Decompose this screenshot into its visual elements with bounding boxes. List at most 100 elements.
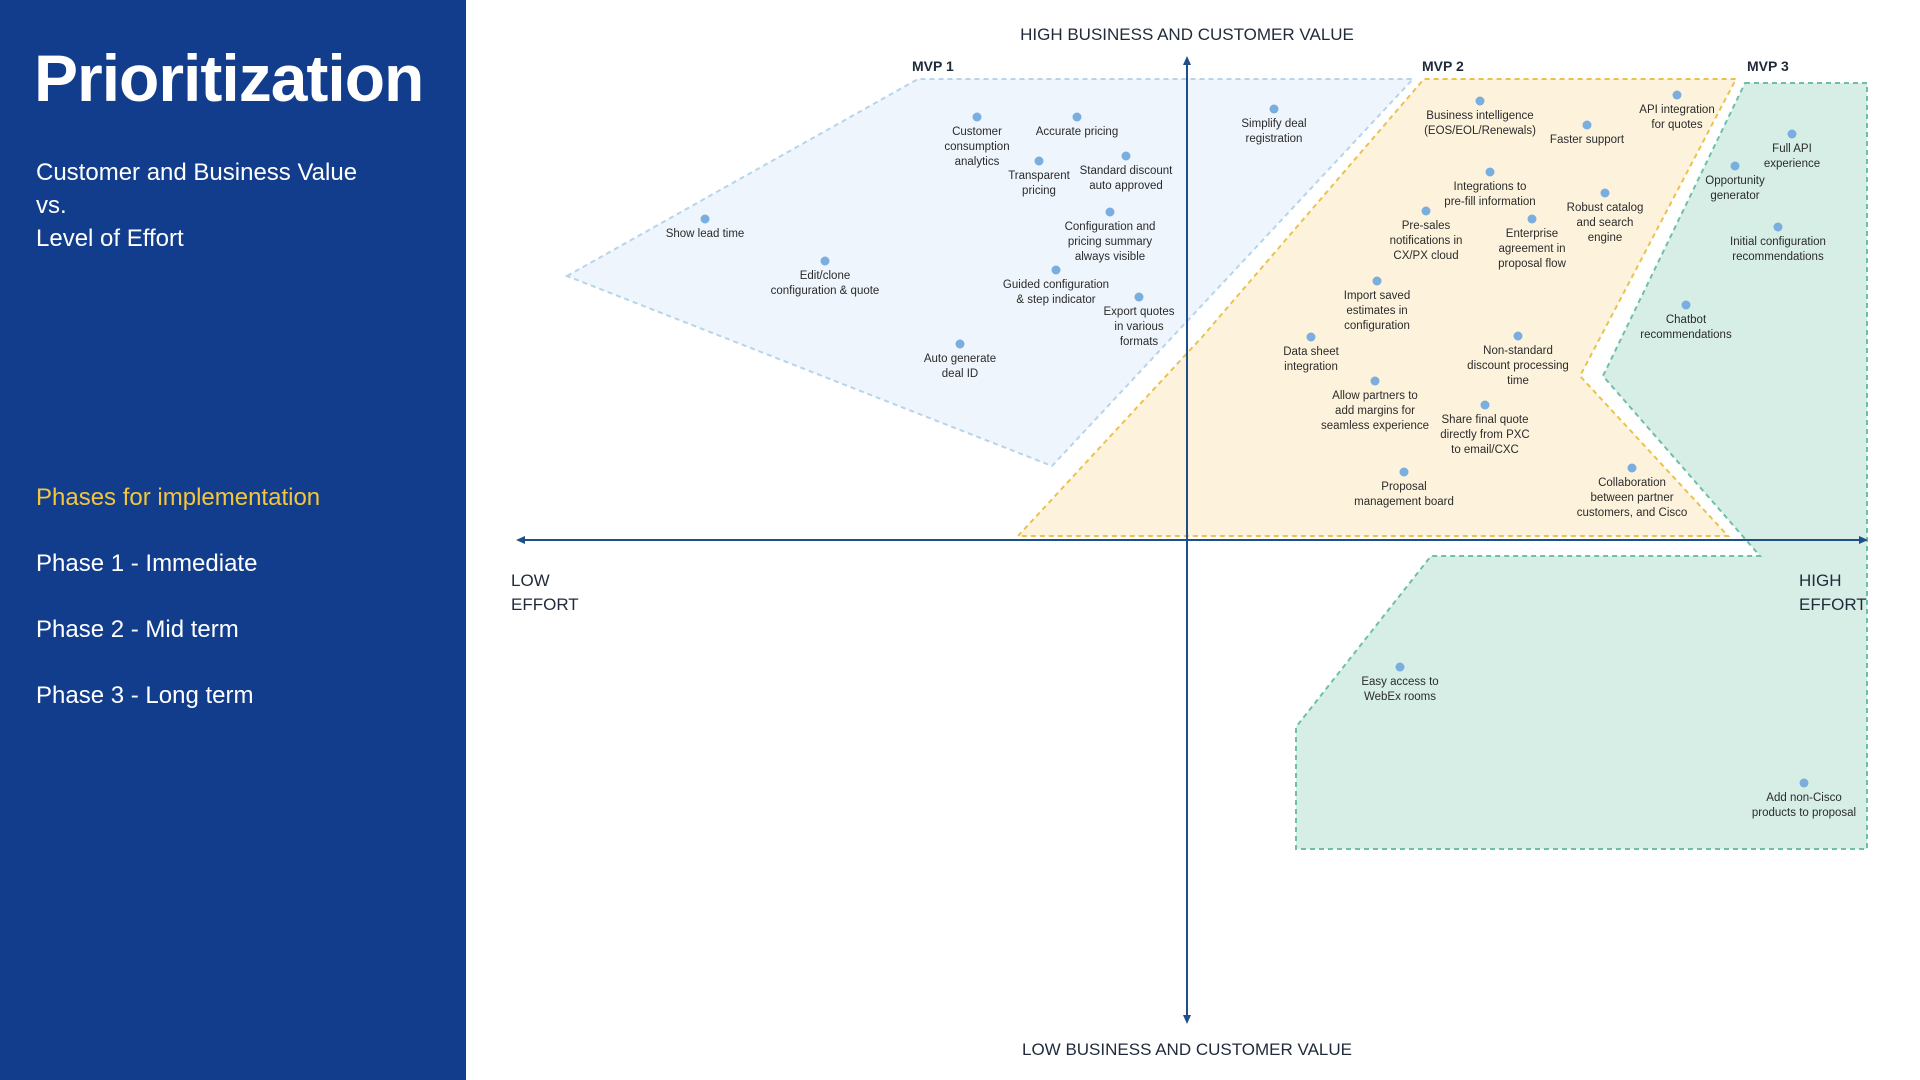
phases-heading: Phases for implementation <box>36 484 321 511</box>
feature-item: Guided configuration & step indicator <box>1003 265 1109 306</box>
feature-label: Pre-sales <box>1402 220 1451 232</box>
feature-label: seamless experience <box>1321 420 1429 432</box>
feature-item: Opportunity generator <box>1705 161 1765 202</box>
feature-dot <box>1672 90 1682 100</box>
feature-label: (EOS/EOL/Renewals) <box>1424 125 1536 137</box>
feature-dot <box>820 256 830 266</box>
feature-dot <box>1787 129 1797 139</box>
feature-dot <box>1134 292 1144 302</box>
feature-label: Allow partners to <box>1332 390 1418 402</box>
phase-3-label: Phase 3 - Long term <box>36 682 254 709</box>
feature-item: Show lead time <box>666 214 745 240</box>
feature-dot <box>1627 463 1637 473</box>
feature-label: WebEx rooms <box>1364 691 1436 703</box>
feature-dot <box>1269 104 1279 114</box>
feature-label: always visible <box>1075 251 1145 263</box>
feature-item: Integrations to pre-fill information <box>1444 167 1536 208</box>
axis-label-low-effort: EFFORT <box>511 595 579 614</box>
mvp-labels: MVP 1 MVP 2 MVP 3 <box>912 58 1789 74</box>
feature-label: for quotes <box>1651 119 1702 131</box>
feature-label: management board <box>1354 496 1454 508</box>
feature-item: API integration for quotes <box>1639 90 1715 131</box>
feature-label: Guided configuration <box>1003 279 1109 291</box>
mvp1-region <box>564 78 1416 468</box>
feature-label: Auto generate <box>924 353 996 365</box>
feature-label: Import saved <box>1344 290 1410 302</box>
feature-label: Export quotes <box>1104 306 1175 318</box>
phase-1-label: Phase 1 - Immediate <box>36 550 258 577</box>
feature-label: consumption <box>944 141 1009 153</box>
feature-item: Chatbot recommendations <box>1640 300 1732 341</box>
feature-dot <box>1527 214 1537 224</box>
feature-label: notifications in <box>1390 235 1463 247</box>
axis-label-low-effort: LOW <box>511 571 550 590</box>
feature-label: Proposal <box>1381 481 1426 493</box>
feature-item: Transparent pricing <box>1008 156 1071 197</box>
feature-label: Show lead time <box>666 228 745 240</box>
feature-item: Pre-sales notifications in CX/PX cloud <box>1390 206 1463 262</box>
subtitle-line: Level of Effort <box>36 225 184 252</box>
feature-dot <box>1421 206 1431 216</box>
mvp2-region <box>1015 78 1738 537</box>
feature-label: Business intelligence <box>1426 110 1533 122</box>
feature-label: proposal flow <box>1498 258 1566 270</box>
feature-label: Full API <box>1772 143 1812 155</box>
feature-label: Faster support <box>1550 134 1625 146</box>
mvp-regions <box>564 78 1868 850</box>
feature-item: Auto generate deal ID <box>924 339 996 380</box>
feature-dot <box>1480 400 1490 410</box>
mvp1-label: MVP 1 <box>912 58 954 74</box>
feature-label: pricing <box>1022 185 1056 197</box>
feature-label: Non-standard <box>1483 345 1553 357</box>
feature-label: registration <box>1246 133 1303 145</box>
feature-label: Enterprise <box>1506 228 1558 240</box>
feature-label: time <box>1507 375 1529 387</box>
axes: HIGH BUSINESS AND CUSTOMER VALUE LOW BUS… <box>511 25 1868 1059</box>
feature-label: generator <box>1710 190 1759 202</box>
feature-label: Edit/clone <box>800 270 851 282</box>
feature-item: Full API experience <box>1764 129 1820 170</box>
feature-dot <box>1681 300 1691 310</box>
feature-dot <box>1051 265 1061 275</box>
feature-label: analytics <box>955 156 1000 168</box>
feature-label: recommendations <box>1732 251 1824 263</box>
feature-dot <box>1306 332 1316 342</box>
feature-item: Faster support <box>1550 120 1625 146</box>
feature-dot <box>1799 778 1809 788</box>
feature-label: integration <box>1284 361 1338 373</box>
feature-item: Standard discount auto approved <box>1080 151 1173 192</box>
feature-dot <box>700 214 710 224</box>
feature-label: Data sheet <box>1283 346 1339 358</box>
feature-label: pricing summary <box>1068 236 1153 248</box>
feature-label: Chatbot <box>1666 314 1707 326</box>
feature-dot <box>1370 376 1380 386</box>
feature-label: Easy access to <box>1361 676 1438 688</box>
feature-item: Data sheet integration <box>1283 332 1340 373</box>
axis-label-high-value: HIGH BUSINESS AND CUSTOMER VALUE <box>1020 25 1354 44</box>
feature-label: agreement in <box>1498 243 1565 255</box>
feature-label: estimates in <box>1346 305 1407 317</box>
feature-item: Simplify deal registration <box>1241 104 1307 145</box>
page-subtitle: Customer and Business Value vs. Level of… <box>36 156 357 255</box>
feature-item: Collaboration between partner customers, a… <box>1577 463 1687 519</box>
feature-label: discount processing <box>1467 360 1569 372</box>
feature-item: Configuration and pricing summary always v… <box>1065 207 1155 263</box>
feature-label: add margins for <box>1335 405 1415 417</box>
feature-label: Transparent <box>1008 170 1070 182</box>
feature-label: deal ID <box>942 368 978 380</box>
feature-item: Easy access to WebEx rooms <box>1361 662 1439 703</box>
feature-label: auto approved <box>1089 180 1163 192</box>
feature-item: Allow partners to add margins for seamless… <box>1321 376 1429 432</box>
subtitle-line: Customer and Business Value <box>36 159 358 186</box>
feature-label: Collaboration <box>1598 477 1666 489</box>
feature-label: directly from PXC <box>1440 429 1529 441</box>
feature-dot <box>1773 222 1783 232</box>
feature-item: Business intelligence (EOS/EOL/Renewals) <box>1424 96 1536 137</box>
feature-label: formats <box>1120 336 1159 348</box>
feature-item: Initial configuration recommendations <box>1730 222 1826 263</box>
feature-item: Add non-Cisco products to proposal <box>1752 778 1856 819</box>
feature-points: Show lead time Edit/clone configuration & … <box>666 90 1856 819</box>
feature-label: Integrations to <box>1454 181 1527 193</box>
feature-label: between partner <box>1590 492 1673 504</box>
